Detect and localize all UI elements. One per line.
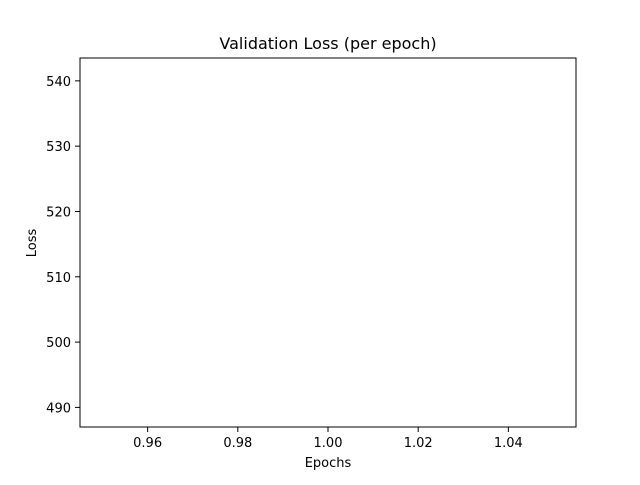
- y-axis-ticks: 490 500 510 520 530 540: [46, 75, 80, 416]
- plot-area-frame: [79, 57, 577, 428]
- y-tick-label: 500: [46, 336, 71, 351]
- x-tick-label: 1.00: [314, 436, 343, 451]
- y-tick-label: 490: [46, 401, 71, 416]
- y-tick-label: 520: [46, 205, 71, 220]
- y-axis-label: Loss: [25, 229, 40, 258]
- y-tick-label: 540: [46, 75, 71, 90]
- x-axis-ticks: 0.96 0.98 1.00 1.02 1.04: [133, 427, 523, 451]
- x-axis-label: Epochs: [305, 456, 352, 471]
- x-tick-label: 1.04: [494, 436, 523, 451]
- chart-title: Validation Loss (per epoch): [219, 34, 436, 53]
- x-tick-label: 1.02: [404, 436, 433, 451]
- y-tick-label: 530: [46, 140, 71, 155]
- x-tick-label: 0.96: [133, 436, 162, 451]
- y-tick-label: 510: [46, 271, 71, 286]
- x-tick-label: 0.98: [223, 436, 252, 451]
